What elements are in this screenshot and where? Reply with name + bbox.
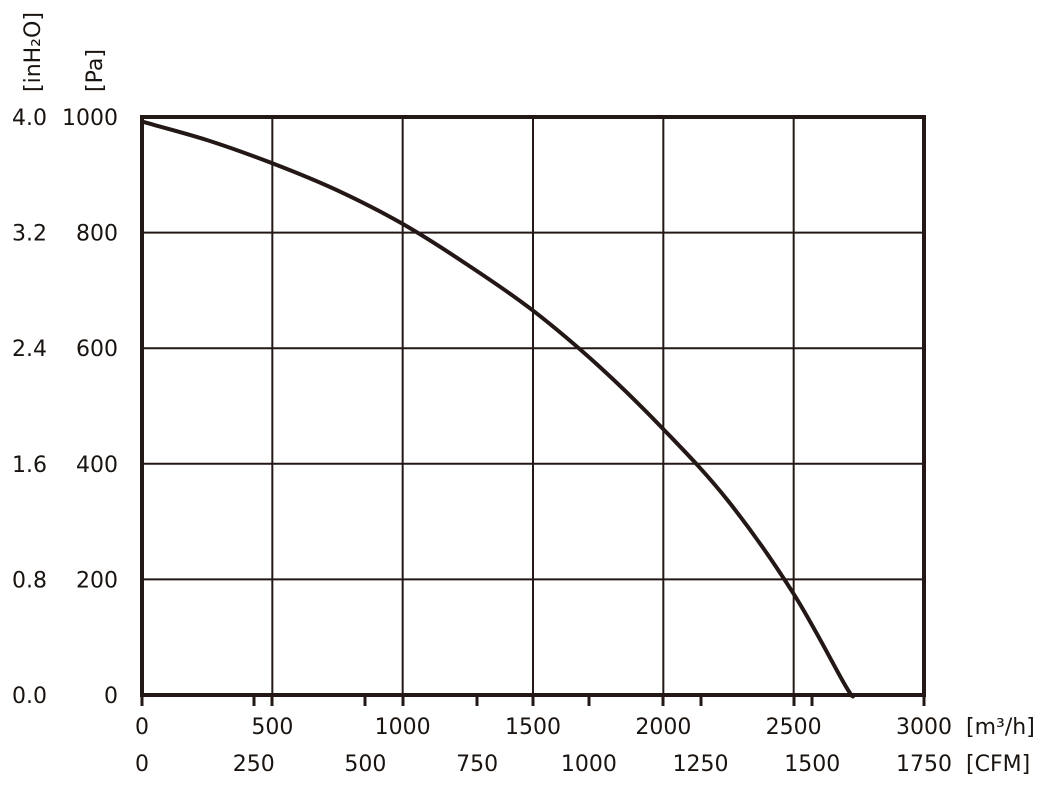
y-axis-secondary-unit: [inH₂O] <box>21 12 46 92</box>
y-primary-tick-label: 800 <box>76 222 118 247</box>
y-primary-tick-label: 600 <box>76 337 118 362</box>
x-axis-primary-unit: [m³/h] <box>966 715 1035 740</box>
x-primary-tick-label: 1500 <box>505 715 561 740</box>
y-secondary-tick-label: 0.8 <box>12 568 47 593</box>
x-primary-tick-label: 1000 <box>375 715 431 740</box>
y-secondary-tick-label: 0.0 <box>12 684 47 709</box>
x-secondary-tick-label: 250 <box>233 752 275 777</box>
x-primary-tick-label: 2000 <box>635 715 691 740</box>
y-axis-primary-labels: 0 200 400 600 800 1000 <box>62 106 118 709</box>
y-secondary-tick-label: 4.0 <box>12 106 47 131</box>
x-secondary-tick-label: 1750 <box>896 752 952 777</box>
x-secondary-tick-label: 1500 <box>784 752 840 777</box>
x-secondary-tick-label: 750 <box>456 752 498 777</box>
x-axis-primary-labels: 0 500 1000 1500 2000 2500 3000 <box>135 715 952 740</box>
x-secondary-tick-label: 0 <box>135 752 149 777</box>
y-secondary-tick-label: 3.2 <box>12 222 47 247</box>
x-axis-tick-marks <box>140 695 926 706</box>
y-secondary-tick-label: 1.6 <box>12 453 47 478</box>
x-secondary-tick-label: 1000 <box>561 752 617 777</box>
y-secondary-tick-label: 2.4 <box>12 337 47 362</box>
performance-curve <box>140 119 856 699</box>
x-axis-secondary-labels: 0 250 500 750 1000 1250 1500 1750 <box>135 752 952 777</box>
y-primary-tick-label: 1000 <box>62 106 118 131</box>
x-primary-tick-label: 3000 <box>896 715 952 740</box>
y-axis-primary-unit: [Pa] <box>83 49 108 92</box>
x-primary-tick-label: 500 <box>251 715 293 740</box>
y-primary-tick-label: 0 <box>104 684 118 709</box>
x-secondary-tick-label: 1250 <box>673 752 729 777</box>
x-axis-secondary-unit: [CFM] <box>966 752 1030 777</box>
x-secondary-tick-label: 500 <box>344 752 386 777</box>
grid-lines <box>142 117 924 695</box>
y-axis-secondary-labels: 0.0 0.8 1.6 2.4 3.2 4.0 <box>12 106 47 709</box>
x-primary-tick-label: 0 <box>135 715 149 740</box>
x-primary-tick-label: 2500 <box>766 715 822 740</box>
y-primary-tick-label: 400 <box>76 453 118 478</box>
y-primary-tick-label: 200 <box>76 568 118 593</box>
curve-layer <box>140 119 856 699</box>
